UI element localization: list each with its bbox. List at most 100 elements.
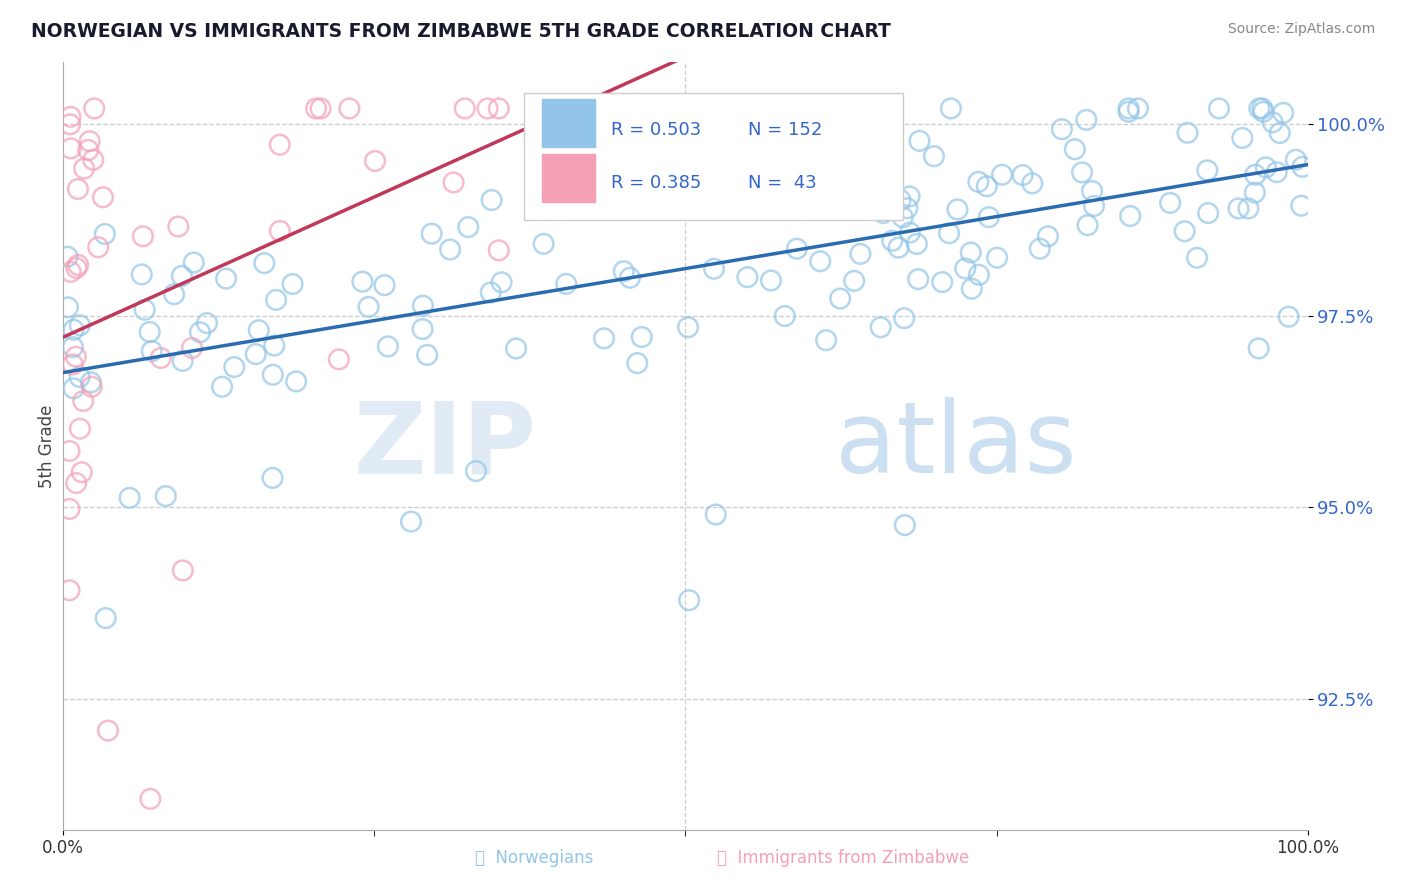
Point [815,333,838,347]
Point [328,352,350,367]
Point [808,254,831,268]
Point [172,564,194,578]
Point [889,193,911,207]
Point [619,270,641,285]
Point [132,229,155,244]
Point [59,265,82,279]
Point [1081,184,1104,198]
Point [357,300,380,314]
Point [399,515,422,529]
Point [56,250,79,264]
Point [247,323,270,337]
Point [830,292,852,306]
Point [887,241,910,255]
Point [582,161,605,175]
Point [786,242,808,256]
Point [939,102,962,116]
Point [337,102,360,116]
Point [416,348,439,362]
Point [139,792,162,806]
Point [991,168,1014,182]
Point [269,224,291,238]
Point [959,245,981,260]
Point [1197,206,1219,220]
Point [1278,310,1301,324]
Point [215,271,238,285]
Point [678,593,700,607]
Point [491,276,513,290]
Point [1208,102,1230,116]
Point [224,359,246,374]
Text: ZIP: ZIP [353,398,536,494]
Point [155,489,177,503]
Point [773,309,796,323]
Point [869,320,891,334]
Point [58,444,80,458]
Point [479,285,502,300]
Point [1254,161,1277,175]
Point [849,176,872,190]
Point [986,251,1008,265]
Point [65,476,87,491]
Point [56,301,79,315]
Point [1118,102,1140,116]
Point [87,240,110,254]
Point [94,227,117,241]
Point [675,133,697,147]
Point [211,380,233,394]
Point [613,264,636,278]
Point [703,261,725,276]
Point [1063,142,1085,156]
Point [955,261,977,276]
Point [69,422,91,436]
Point [373,278,395,293]
Point [94,611,117,625]
Point [676,320,699,334]
Point [188,325,211,339]
Point [873,102,896,116]
Point [183,255,205,269]
Point [877,157,900,171]
Text: NORWEGIAN VS IMMIGRANTS FROM ZIMBABWE 5TH GRADE CORRELATION CHART: NORWEGIAN VS IMMIGRANTS FROM ZIMBABWE 5T… [31,22,891,41]
Point [488,102,510,116]
Point [72,394,94,409]
Point [1291,160,1313,174]
Point [58,502,80,516]
Text: atlas: atlas [835,398,1077,494]
Point [891,211,914,225]
Point [412,299,434,313]
Point [898,189,921,203]
Point [69,318,91,333]
Point [79,134,101,148]
Point [1083,199,1105,213]
Point [1253,104,1275,119]
Point [1036,229,1059,244]
Point [305,102,328,116]
Point [141,344,163,359]
Point [908,134,931,148]
Point [62,358,84,372]
Point [1119,209,1142,223]
Point [281,277,304,291]
Point [1265,165,1288,179]
Point [253,256,276,270]
Point [794,190,817,204]
Point [195,316,218,330]
Text: N = 152: N = 152 [748,121,823,139]
Point [83,102,105,116]
Point [896,201,918,215]
Point [976,179,998,194]
Point [131,268,153,282]
Point [167,219,190,234]
Point [481,193,503,207]
Point [59,141,82,155]
Point [1021,177,1043,191]
Point [1227,202,1250,216]
Point [269,137,291,152]
Point [118,491,141,505]
Text: R = 0.385: R = 0.385 [610,174,702,192]
Point [377,339,399,353]
Point [412,322,434,336]
Point [67,258,90,272]
Point [364,153,387,168]
